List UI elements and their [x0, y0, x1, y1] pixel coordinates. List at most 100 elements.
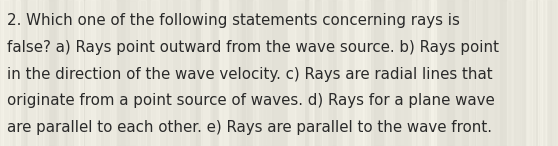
Bar — [104, 0, 111, 146]
Bar — [66, 0, 73, 146]
Bar — [75, 0, 79, 146]
Bar — [364, 0, 371, 146]
Bar — [16, 0, 20, 146]
Bar — [431, 0, 436, 146]
Bar — [36, 0, 44, 146]
Bar — [507, 0, 512, 146]
Bar — [74, 0, 77, 146]
Bar — [151, 0, 157, 146]
Bar — [125, 0, 137, 146]
Bar — [472, 0, 475, 146]
Bar — [441, 0, 453, 146]
Bar — [401, 0, 408, 146]
Bar — [79, 0, 83, 146]
Bar — [320, 0, 332, 146]
Bar — [195, 0, 201, 146]
Bar — [388, 0, 396, 146]
Bar — [528, 0, 535, 146]
Bar — [288, 0, 295, 146]
Bar — [329, 0, 341, 146]
Bar — [169, 0, 174, 146]
Bar — [336, 0, 346, 146]
Bar — [110, 0, 118, 146]
Bar — [537, 0, 542, 146]
Bar — [336, 0, 341, 146]
Bar — [535, 0, 537, 146]
Bar — [233, 0, 239, 146]
Bar — [416, 0, 425, 146]
Bar — [1, 0, 11, 146]
Bar — [196, 0, 203, 146]
Bar — [37, 0, 47, 146]
Bar — [296, 0, 301, 146]
Bar — [309, 0, 312, 146]
Bar — [117, 0, 125, 146]
Bar — [74, 0, 79, 146]
Bar — [401, 0, 412, 146]
Bar — [36, 0, 41, 146]
Bar — [47, 0, 55, 146]
Bar — [358, 0, 363, 146]
Bar — [15, 0, 22, 146]
Bar — [43, 0, 49, 146]
Bar — [533, 0, 537, 146]
Text: originate from a point source of waves. d) Rays for a plane wave: originate from a point source of waves. … — [7, 93, 495, 108]
Bar — [483, 0, 487, 146]
Bar — [535, 0, 542, 146]
Bar — [92, 0, 100, 146]
Bar — [196, 0, 207, 146]
Bar — [257, 0, 260, 146]
Bar — [224, 0, 228, 146]
Bar — [85, 0, 94, 146]
Bar — [161, 0, 165, 146]
Text: false? a) Rays point outward from the wave source. b) Rays point: false? a) Rays point outward from the wa… — [7, 40, 499, 55]
Bar — [24, 0, 26, 146]
Bar — [532, 0, 538, 146]
Bar — [121, 0, 129, 146]
Bar — [81, 0, 85, 146]
Bar — [141, 0, 145, 146]
Bar — [214, 0, 221, 146]
Bar — [305, 0, 309, 146]
Bar — [463, 0, 474, 146]
Bar — [548, 0, 551, 146]
Bar — [447, 0, 454, 146]
Bar — [213, 0, 218, 146]
Bar — [323, 0, 328, 146]
Bar — [374, 0, 384, 146]
Bar — [203, 0, 210, 146]
Bar — [506, 0, 510, 146]
Bar — [418, 0, 421, 146]
Bar — [527, 0, 532, 146]
Bar — [297, 0, 304, 146]
Bar — [550, 0, 554, 146]
Bar — [546, 0, 557, 146]
Bar — [343, 0, 348, 146]
Bar — [386, 0, 392, 146]
Bar — [201, 0, 209, 146]
Bar — [469, 0, 476, 146]
Bar — [57, 0, 68, 146]
Bar — [398, 0, 405, 146]
Bar — [112, 0, 116, 146]
Bar — [295, 0, 304, 146]
Bar — [89, 0, 100, 146]
Text: 2. Which one of the following statements concerning rays is: 2. Which one of the following statements… — [7, 13, 460, 28]
Bar — [79, 0, 83, 146]
Bar — [242, 0, 246, 146]
Bar — [218, 0, 223, 146]
Bar — [250, 0, 256, 146]
Bar — [68, 0, 79, 146]
Bar — [355, 0, 367, 146]
Bar — [217, 0, 228, 146]
Bar — [42, 0, 46, 146]
Bar — [89, 0, 95, 146]
Bar — [20, 0, 25, 146]
Bar — [3, 0, 12, 146]
Bar — [460, 0, 463, 146]
Bar — [14, 0, 20, 146]
Bar — [250, 0, 262, 146]
Bar — [494, 0, 502, 146]
Bar — [110, 0, 115, 146]
Bar — [86, 0, 92, 146]
